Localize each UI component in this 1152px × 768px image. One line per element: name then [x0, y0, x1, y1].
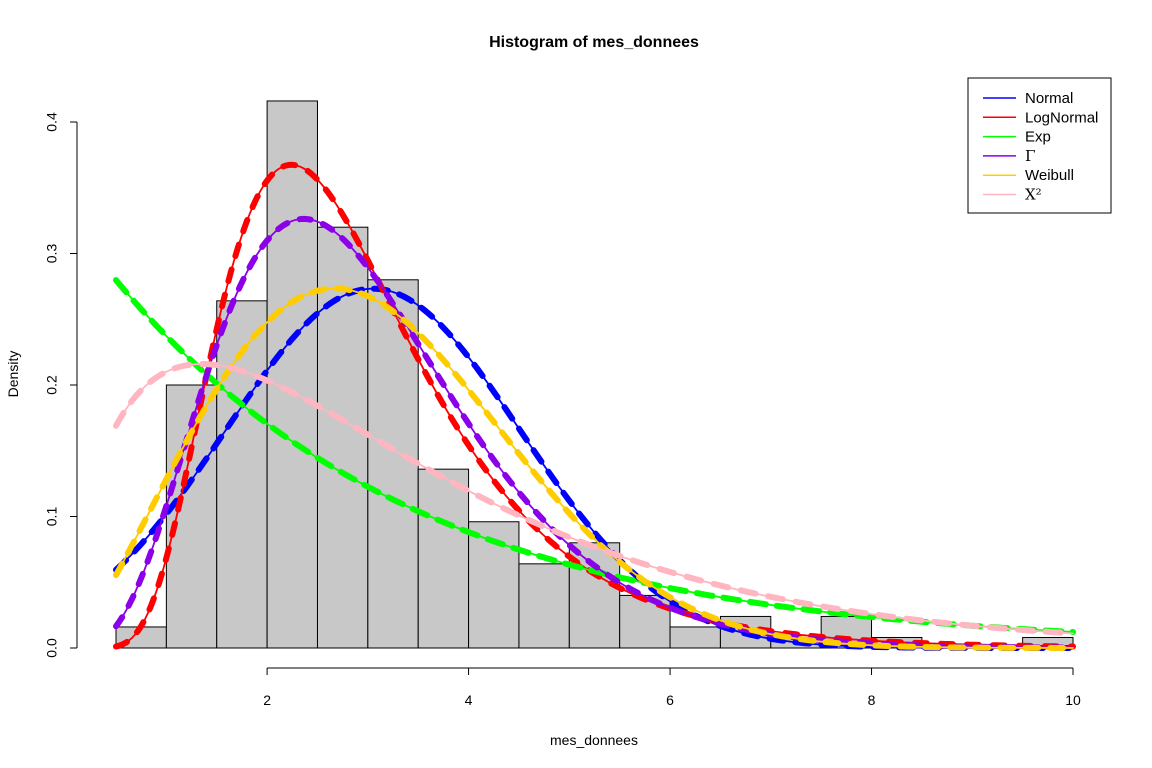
series-curve	[115, 287, 1074, 649]
legend-label: Normal	[1025, 90, 1073, 107]
x-tick-label: 8	[868, 692, 876, 708]
chart-title: Histogram of mes_donnees	[489, 34, 699, 51]
y-tick-label: 0.2	[44, 375, 60, 395]
y-tick-label: 0.4	[44, 112, 60, 132]
legend-box	[967, 77, 1112, 214]
y-tick-label: 0.0	[44, 638, 60, 658]
series-curve	[115, 363, 1074, 635]
legend-label: LogNormal	[1025, 109, 1098, 126]
axes: 2 4 6 8 10 0.0 0.1 0.2 0.3 0.4	[44, 112, 1081, 708]
x-tick-label: 2	[263, 692, 271, 708]
legend-label: X²	[1025, 186, 1042, 204]
x-tick-label: 10	[1065, 692, 1081, 708]
histogram-bar	[266, 100, 318, 649]
x-tick-label: 6	[666, 692, 674, 708]
x-axis-title: mes_donnees	[550, 732, 638, 748]
legend-label: Weibull	[1025, 167, 1074, 184]
density-curves	[113, 161, 1076, 651]
histogram-bar	[619, 594, 671, 649]
histogram-bar	[518, 563, 570, 649]
legend-label: Γ	[1025, 147, 1035, 165]
histogram-bar	[669, 626, 721, 649]
y-tick-label: 0.1	[44, 507, 60, 527]
legend-label: Exp	[1025, 129, 1051, 146]
histogram-bar	[316, 226, 369, 649]
histogram-bar	[417, 468, 470, 649]
x-tick-label: 4	[465, 692, 473, 708]
y-tick-label: 0.3	[44, 244, 60, 264]
histogram-bar	[216, 300, 268, 649]
y-axis-title: Density	[5, 351, 21, 398]
